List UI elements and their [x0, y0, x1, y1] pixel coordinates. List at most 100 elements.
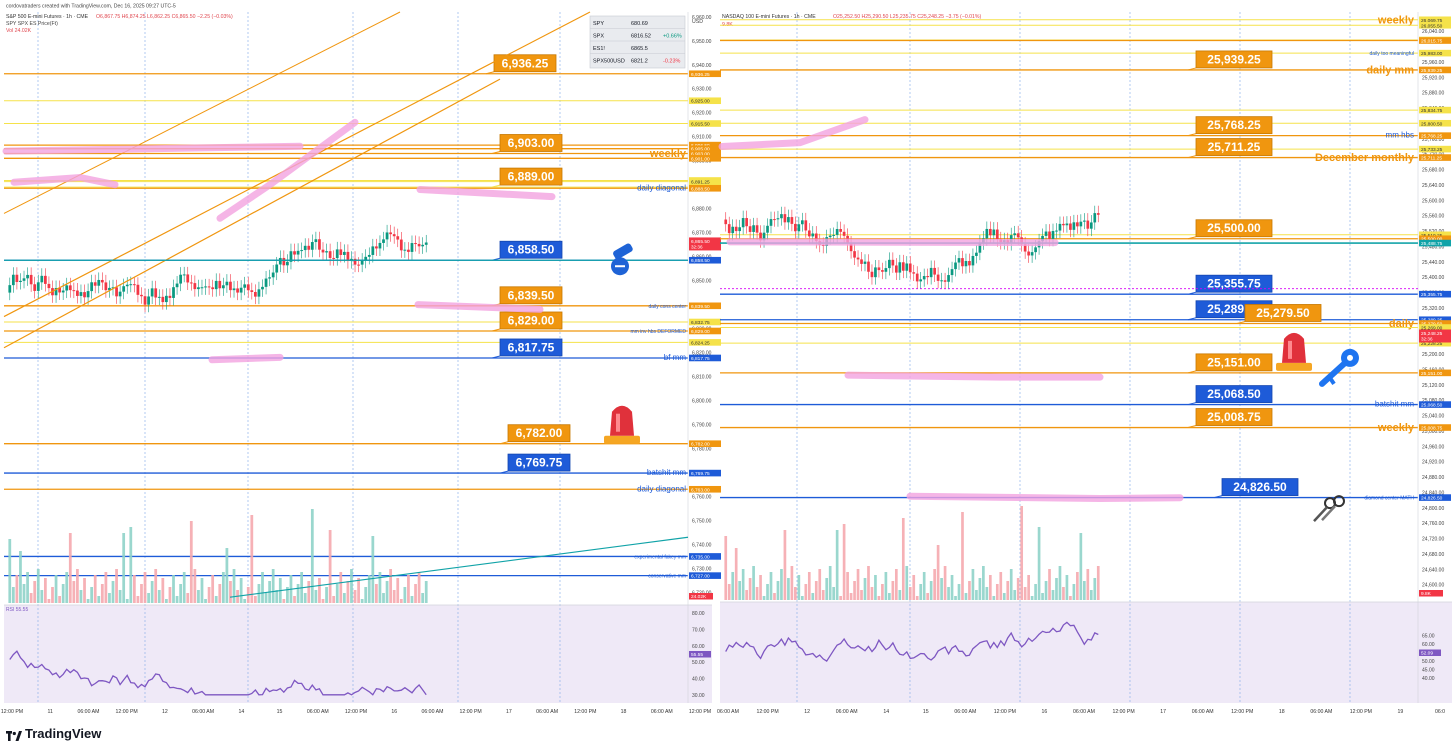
price-tick: 6,950.00 [692, 39, 712, 45]
price-tick: 25,320.00 [1422, 306, 1444, 312]
level-axis-badge [689, 70, 721, 78]
candle-body [811, 233, 815, 237]
candle-body [286, 261, 289, 266]
vol-badge-value: 9.8K [1421, 591, 1432, 597]
channel-line [3, 78, 501, 349]
candle-body [342, 251, 346, 255]
candle-body [915, 273, 919, 282]
candle-body [182, 274, 186, 276]
candle-body [193, 283, 197, 290]
time-tick: 06:00 AM [954, 709, 976, 715]
volume-bar [11, 587, 15, 603]
volume-bar [93, 575, 97, 603]
candle-body [168, 295, 172, 298]
time-tick: 12:00 PM [1112, 709, 1134, 715]
level-axis-value: 6,782.00 [691, 442, 710, 448]
volume-bar [407, 575, 410, 603]
volume-bar [905, 566, 909, 600]
volume-bar [964, 593, 968, 600]
candle-body [762, 232, 766, 241]
candle-body [346, 251, 350, 262]
candle-body [842, 231, 846, 236]
volume-bar [773, 593, 776, 600]
volume-bar [165, 599, 168, 603]
candle-body [800, 220, 804, 225]
vol-badge-value: 24.02K [691, 594, 707, 600]
volume-bar [43, 578, 47, 603]
candle-body [378, 242, 382, 249]
volume-bar [314, 590, 318, 603]
volume-bar [83, 578, 86, 603]
volume-bar [417, 572, 421, 603]
level-axis-value: 24,826.50 [1421, 496, 1443, 502]
volume-bar [1020, 506, 1024, 600]
volume-bar [26, 572, 29, 603]
price-label-text: 25,711.25 [1208, 140, 1261, 154]
vol-badge [689, 593, 713, 600]
level-axis-badge [689, 440, 721, 448]
candle-body [200, 287, 204, 289]
watchlist-symbol: SPX [593, 34, 604, 40]
price-tick: 6,960.00 [692, 15, 712, 21]
volume-bar [856, 569, 860, 600]
candle-body [870, 271, 874, 278]
price-tick: 25,040.00 [1422, 414, 1444, 420]
candle-body [748, 226, 752, 232]
price-label-box [499, 240, 563, 259]
candle-body [335, 249, 339, 259]
volume-bar [357, 578, 360, 603]
level-axis-badge [1419, 290, 1451, 298]
candle-body [357, 264, 360, 266]
volume-bar [832, 587, 836, 600]
volume-bar [1076, 572, 1079, 600]
candle-body [947, 275, 950, 282]
candle-body [396, 236, 400, 240]
level-axis-value: 25,939.25 [1421, 68, 1443, 74]
volume-bar [1041, 593, 1044, 600]
candle-body [766, 225, 769, 233]
candle-body [353, 258, 357, 265]
volume-bar [382, 593, 385, 603]
volume-bar [328, 530, 332, 603]
time-tick: 17 [1160, 709, 1166, 715]
level-axis-badge [1419, 320, 1451, 327]
volume-bar [239, 578, 243, 603]
candle-body [296, 250, 300, 255]
candle-body [382, 239, 385, 243]
candle-body [232, 288, 236, 291]
label-pointer [1236, 321, 1246, 324]
price-label-box [499, 286, 563, 305]
time-tick: 06:00 AM [1073, 709, 1095, 715]
volume-bar [275, 590, 279, 603]
volume-bar [132, 575, 136, 603]
level-axis-value: 6,832.75 [691, 320, 710, 326]
candle-body [172, 287, 175, 298]
candle-body [769, 219, 773, 226]
volume-bar [325, 587, 328, 603]
time-tick: 12:00 PM [1231, 709, 1253, 715]
candle-body [957, 258, 961, 263]
volume-bar [172, 575, 175, 603]
highlight-stroke [416, 185, 556, 201]
candle-body [165, 295, 168, 303]
candle-body [414, 243, 417, 245]
volume-bar [828, 566, 832, 600]
level-axis-value: 6,817.75 [691, 356, 710, 362]
candle-body [1082, 220, 1086, 222]
level-axis-value: 25,983.00 [1421, 51, 1443, 57]
volume-bar [957, 584, 961, 600]
label-pointer [491, 184, 501, 188]
candle-body [794, 223, 797, 232]
candle-body [1041, 235, 1044, 242]
time-tick: 12:00 PM [756, 709, 778, 715]
level-axis-badge [1419, 324, 1451, 331]
channel-top [3, 11, 401, 214]
time-tick: 06:00 AM [1310, 709, 1332, 715]
candle-body [929, 267, 933, 278]
volume-bar [961, 512, 964, 600]
level-axis-badge [1419, 21, 1451, 29]
volume-bar [392, 590, 396, 603]
volume-bar [367, 575, 371, 603]
candle-body [863, 261, 867, 264]
time-tick: 06:0 [1435, 709, 1445, 715]
